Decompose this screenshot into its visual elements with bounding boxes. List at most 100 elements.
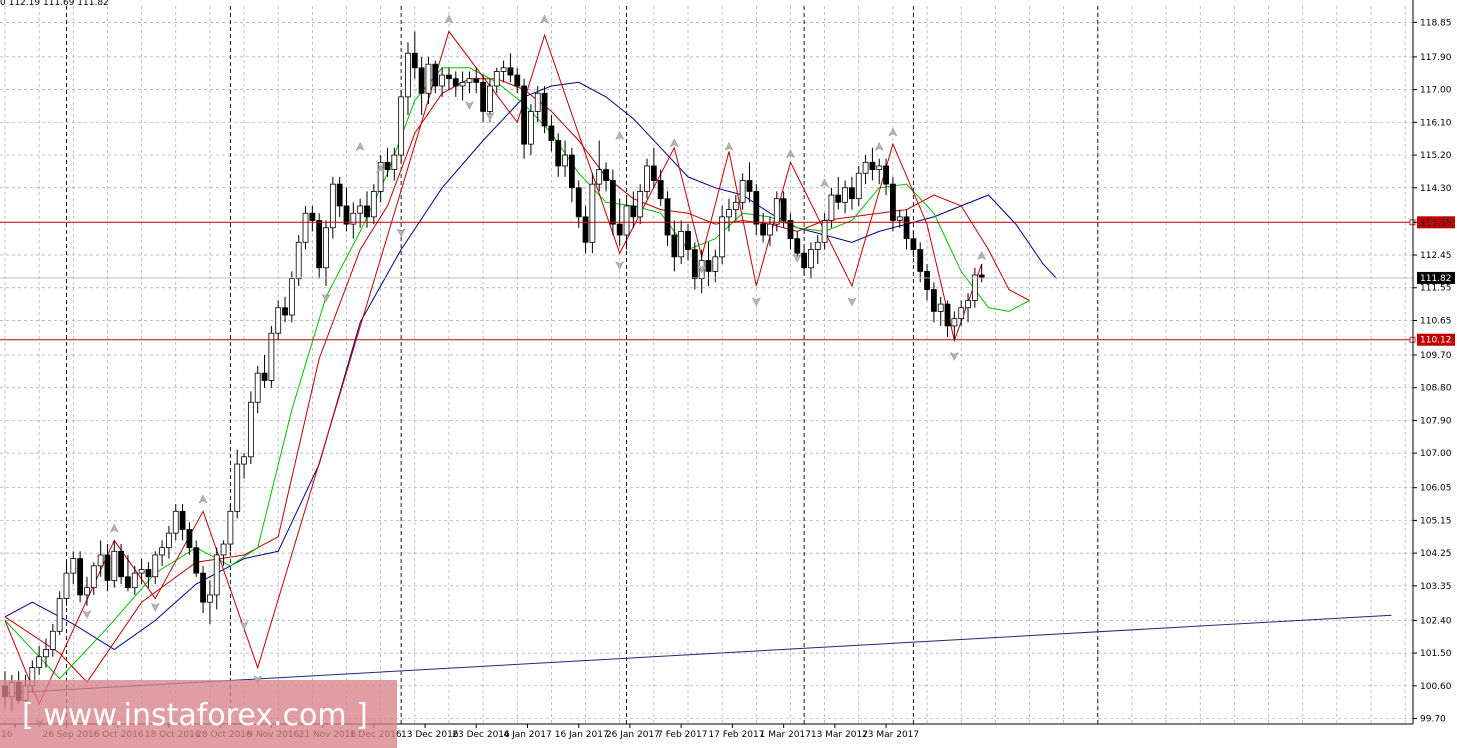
candle-body-up xyxy=(111,550,118,581)
candle xyxy=(808,242,814,279)
candle xyxy=(302,205,309,250)
candle-body-down xyxy=(418,67,425,94)
candle xyxy=(193,540,200,577)
y-tick-label: 117.90 xyxy=(1420,53,1452,63)
candle-body-down xyxy=(432,63,439,87)
y-tick-label: 106.05 xyxy=(1420,484,1452,494)
candle xyxy=(849,176,855,210)
candle-body-down xyxy=(118,550,125,578)
candle-body-up xyxy=(350,212,357,225)
candle-body-up xyxy=(302,212,309,243)
y-tick-label: 108.80 xyxy=(1420,384,1452,394)
candle-body-down xyxy=(521,85,527,145)
candle-body-up xyxy=(206,594,213,603)
candle-body-down xyxy=(179,510,186,530)
candle-body-up xyxy=(808,249,814,269)
candle-body-up xyxy=(767,223,773,236)
candle xyxy=(760,213,767,243)
candle-body-down xyxy=(336,183,343,207)
y-tick-label: 102.40 xyxy=(1420,616,1452,626)
candle-body-up xyxy=(329,183,336,229)
candle xyxy=(568,147,575,203)
candle-body-up xyxy=(937,303,944,312)
candle xyxy=(241,453,247,479)
candle-body-down xyxy=(200,572,206,603)
candle xyxy=(152,551,159,585)
level-price-label: 113.35 xyxy=(1420,218,1452,228)
candle xyxy=(138,558,145,585)
candle xyxy=(90,562,97,595)
candle xyxy=(268,325,275,388)
candle-body-down xyxy=(664,198,671,236)
candle-body-up xyxy=(493,71,500,87)
candle xyxy=(227,504,234,552)
candle-body-down xyxy=(261,372,268,381)
candle-body-up xyxy=(500,67,507,72)
moving-averages xyxy=(4,67,1058,683)
candle xyxy=(541,85,548,134)
candle-body-up xyxy=(405,52,411,98)
candle xyxy=(309,205,316,232)
candle xyxy=(323,220,329,286)
candle xyxy=(466,71,473,94)
candle-body-up xyxy=(268,332,275,381)
candle xyxy=(746,162,753,203)
candle xyxy=(794,231,801,261)
candle xyxy=(534,85,541,123)
candle-body-up xyxy=(896,216,903,221)
horizontal-levels: 111.82 113.35 110.12 xyxy=(0,216,1455,346)
candle xyxy=(384,147,391,177)
candle-body-down xyxy=(753,191,760,225)
candle-body-up xyxy=(951,318,958,327)
level-price-box xyxy=(1417,333,1455,346)
candle xyxy=(862,155,869,185)
candle xyxy=(473,67,480,94)
x-tick-label: 4 Jan 2017 xyxy=(503,730,551,740)
fractal-up-marker xyxy=(540,14,550,24)
candle-body-up xyxy=(534,92,541,112)
candle xyxy=(247,391,254,465)
candle xyxy=(548,115,555,152)
fractal-up-marker xyxy=(444,14,454,24)
candle xyxy=(411,31,418,79)
ma-fast-line xyxy=(4,67,1030,680)
candle xyxy=(780,191,787,228)
candle xyxy=(111,540,118,588)
candle xyxy=(418,56,425,116)
candle-body-down xyxy=(924,270,930,290)
candle xyxy=(828,187,835,228)
candle xyxy=(596,140,603,192)
candle xyxy=(753,184,760,236)
candle xyxy=(958,300,965,326)
candle-body-down xyxy=(930,289,937,312)
x-tick-label: 13 Mar 2017 xyxy=(811,730,868,740)
candle-body-down xyxy=(944,303,951,327)
candle-body-up xyxy=(152,554,159,578)
candle xyxy=(118,544,125,585)
candle-body-up xyxy=(623,205,630,236)
candle xyxy=(398,89,405,163)
candle xyxy=(145,562,152,588)
candle xyxy=(555,133,562,177)
candle xyxy=(637,184,644,225)
candle-body-down xyxy=(671,234,678,258)
candle xyxy=(978,264,985,283)
candle-body-up xyxy=(247,401,254,458)
candle-body-up xyxy=(295,241,302,280)
candle xyxy=(493,67,500,94)
candle-body-down xyxy=(548,125,555,141)
x-tick-label: 16 Jan 2017 xyxy=(555,730,609,740)
y-tick-label: 111.55 xyxy=(1420,284,1452,294)
candle xyxy=(179,504,186,541)
candle-body-up xyxy=(172,510,179,534)
candle-body-down xyxy=(411,52,418,69)
candle-body-down xyxy=(514,74,521,87)
candle-body-down xyxy=(186,529,193,549)
candle xyxy=(855,165,862,206)
candle xyxy=(521,78,527,159)
candle xyxy=(910,231,917,257)
candle-body-down xyxy=(685,230,691,250)
candle xyxy=(514,67,521,94)
candle xyxy=(917,242,924,283)
fractal-down-marker xyxy=(949,351,959,361)
